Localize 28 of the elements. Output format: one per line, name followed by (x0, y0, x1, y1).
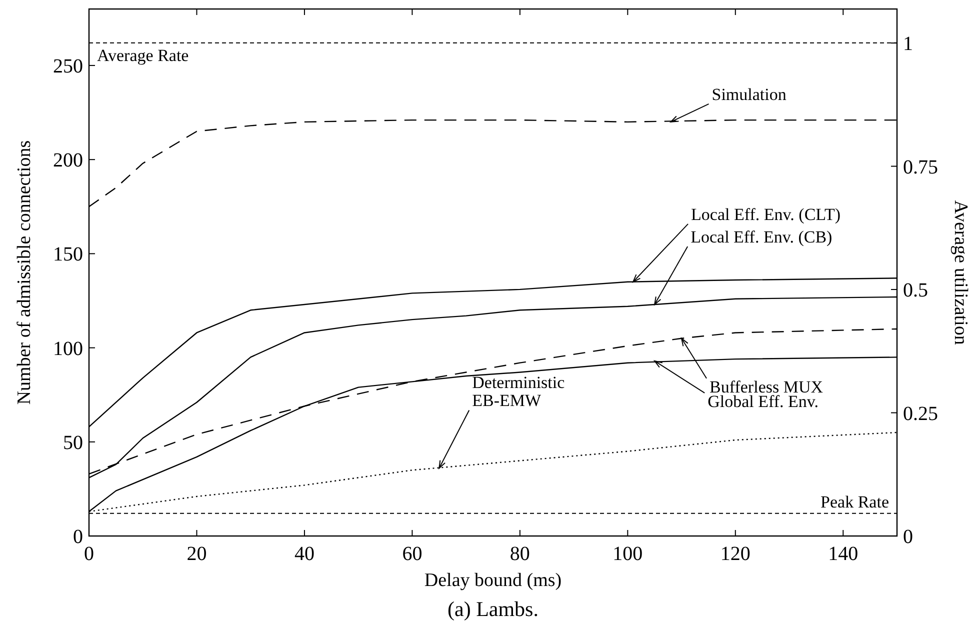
x-tick-label: 20 (186, 543, 207, 565)
y-tick-label: 250 (53, 55, 83, 78)
y-tick-label: 50 (63, 432, 83, 454)
y-tick-label: 150 (53, 244, 83, 266)
ref-line-label: Peak Rate (820, 492, 889, 512)
x-tick-label: 100 (612, 543, 643, 565)
y-tick-label: 0 (73, 526, 83, 548)
x-tick-label: 60 (402, 543, 422, 565)
y-tick-label: 200 (53, 150, 83, 172)
x-tick-label: 120 (720, 543, 750, 565)
annotation: Deterministic EB-EMW (472, 373, 566, 410)
y-axis-title: Number of admissible connections (14, 140, 35, 405)
x-axis-title: Delay bound (ms) (424, 570, 562, 591)
x-tick-label: 40 (294, 543, 314, 565)
text: (a) Lambs. (448, 597, 538, 621)
y2-tick-label: 0.25 (903, 402, 938, 425)
annotation: Simulation (712, 84, 787, 104)
ref-line-label: Average Rate (97, 46, 189, 65)
y-tick-label: 100 (53, 338, 83, 360)
x-tick-label: 140 (828, 543, 858, 565)
x-tick-label: 80 (510, 543, 530, 565)
annotation: Local Eff. Env. (CB) (690, 227, 832, 246)
y2-tick-label: 0.75 (903, 156, 938, 178)
y2-axis-title: Average utilization (950, 200, 971, 346)
y2-tick-label: 1 (903, 33, 913, 56)
annotation: Local Eff. Env. (CLT) (691, 204, 841, 224)
y2-tick-label: 0.5 (903, 280, 928, 302)
y2-tick-label: 0 (903, 526, 913, 548)
